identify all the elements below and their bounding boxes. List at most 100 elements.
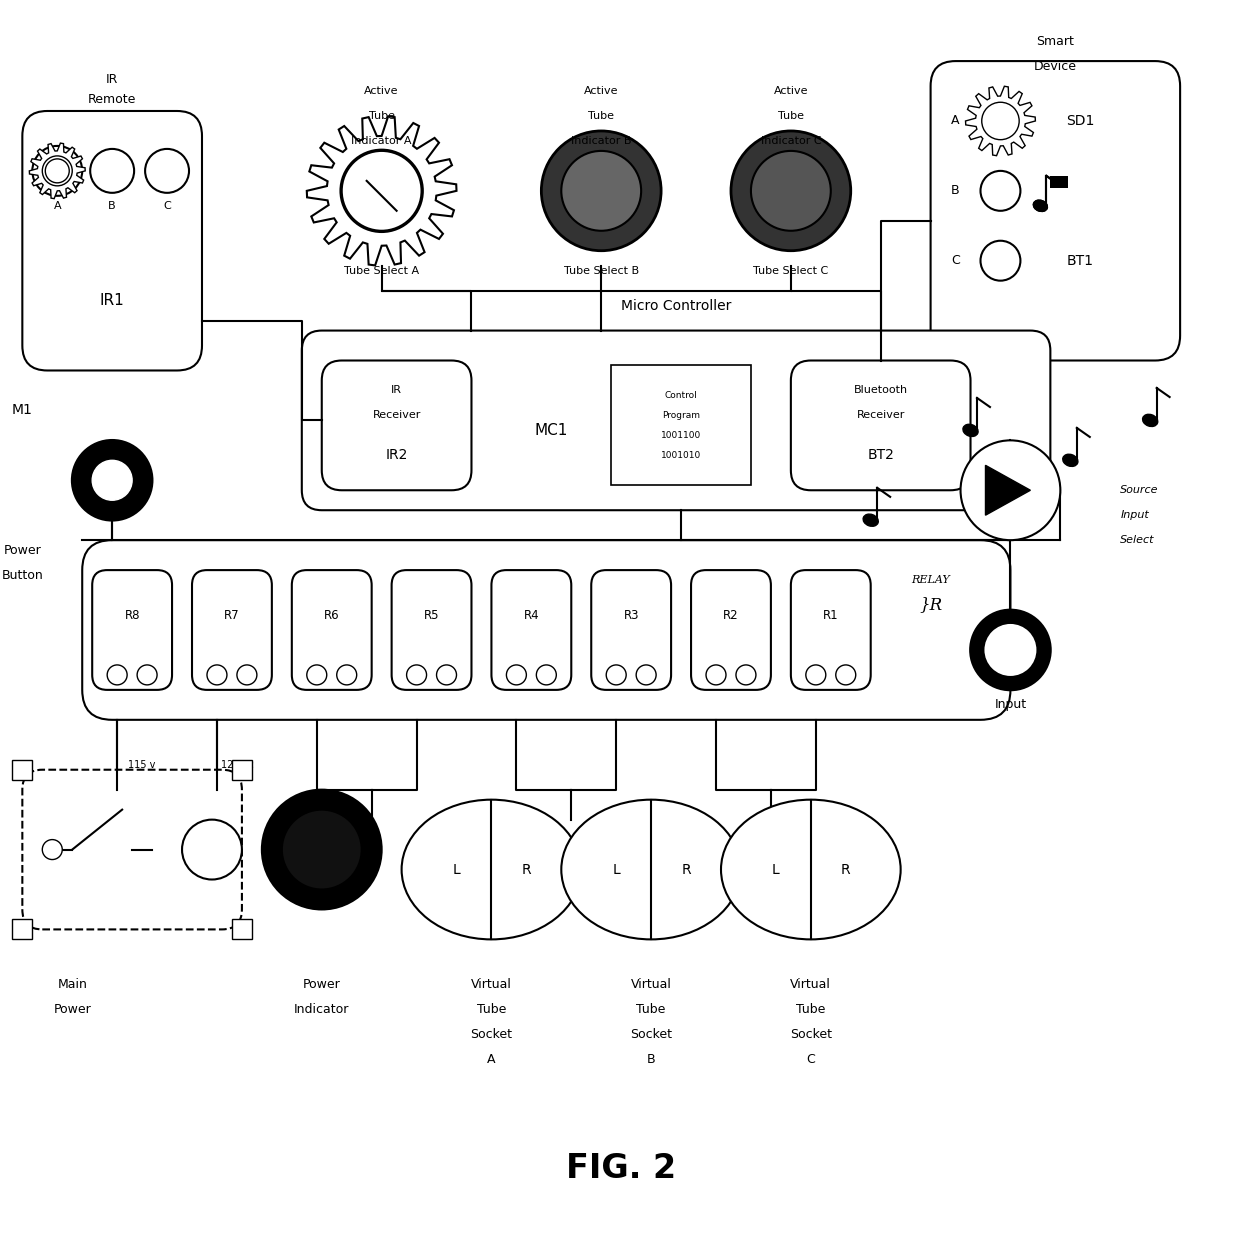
Circle shape (562, 151, 641, 231)
Text: C: C (164, 201, 171, 211)
Circle shape (506, 665, 526, 685)
Circle shape (107, 665, 128, 685)
Polygon shape (966, 86, 1035, 156)
Text: A: A (951, 115, 960, 128)
Text: Tube Select B: Tube Select B (564, 266, 639, 276)
Circle shape (961, 440, 1060, 540)
Text: Indicator B: Indicator B (570, 136, 631, 146)
Text: R6: R6 (324, 609, 340, 621)
Ellipse shape (562, 800, 742, 940)
Circle shape (836, 665, 856, 685)
Text: BT2: BT2 (867, 449, 894, 462)
Ellipse shape (1033, 200, 1048, 211)
Circle shape (32, 146, 82, 196)
Text: Tube: Tube (636, 1003, 666, 1016)
Circle shape (342, 151, 422, 231)
Text: Device: Device (1034, 60, 1076, 72)
Bar (12, 760, 32, 780)
FancyBboxPatch shape (791, 360, 971, 490)
Text: Indicator C: Indicator C (760, 136, 821, 146)
Text: Socket: Socket (470, 1028, 512, 1041)
Circle shape (982, 102, 1019, 140)
Circle shape (706, 665, 725, 685)
Text: Tube Select C: Tube Select C (753, 266, 828, 276)
Circle shape (42, 840, 62, 860)
Text: Receiver: Receiver (372, 410, 420, 420)
Circle shape (42, 156, 72, 186)
Circle shape (730, 131, 851, 251)
Text: R4: R4 (523, 609, 539, 621)
Text: R: R (841, 862, 851, 876)
Ellipse shape (1063, 454, 1078, 466)
Text: Main: Main (57, 978, 87, 991)
Text: B: B (108, 201, 117, 211)
Text: IR: IR (391, 385, 402, 395)
Text: Socket: Socket (790, 1028, 832, 1041)
Circle shape (606, 665, 626, 685)
Text: MC1: MC1 (534, 422, 568, 437)
Ellipse shape (1142, 414, 1158, 426)
Text: A: A (487, 1052, 496, 1066)
Circle shape (986, 625, 1035, 675)
Polygon shape (986, 465, 1030, 515)
FancyBboxPatch shape (392, 570, 471, 690)
Text: Active: Active (774, 86, 808, 96)
Ellipse shape (402, 800, 582, 940)
Text: Tube: Tube (368, 111, 394, 121)
Text: Virtual: Virtual (790, 978, 831, 991)
Text: A: A (53, 201, 61, 211)
Circle shape (72, 440, 153, 520)
Bar (1050, 176, 1069, 187)
Text: C: C (806, 1052, 815, 1066)
Circle shape (207, 665, 227, 685)
FancyBboxPatch shape (82, 540, 1011, 720)
Text: Micro Controller: Micro Controller (621, 299, 732, 312)
Polygon shape (306, 116, 456, 265)
Text: M1: M1 (12, 404, 32, 418)
Text: L: L (453, 862, 460, 876)
Text: Socket: Socket (630, 1028, 672, 1041)
FancyBboxPatch shape (321, 360, 471, 490)
Ellipse shape (963, 424, 978, 436)
Text: C: C (951, 254, 960, 268)
Circle shape (737, 665, 756, 685)
FancyBboxPatch shape (301, 330, 1050, 510)
Text: Smart: Smart (1037, 35, 1074, 48)
Text: Power: Power (53, 1003, 91, 1016)
Text: R: R (522, 862, 531, 876)
Circle shape (971, 610, 1050, 690)
Text: Program: Program (662, 411, 701, 420)
Circle shape (537, 665, 557, 685)
Text: B: B (951, 184, 960, 198)
Ellipse shape (1033, 200, 1048, 211)
Text: IR2: IR2 (386, 449, 408, 462)
Text: Receiver: Receiver (857, 410, 905, 420)
Text: RELAY: RELAY (911, 575, 950, 585)
Text: Tube Select A: Tube Select A (343, 266, 419, 276)
FancyBboxPatch shape (192, 570, 272, 690)
Text: Power: Power (303, 978, 341, 991)
Text: R7: R7 (224, 609, 239, 621)
Circle shape (182, 820, 242, 880)
Text: Input: Input (1120, 510, 1149, 520)
Circle shape (46, 159, 69, 182)
FancyBboxPatch shape (591, 570, 671, 690)
Circle shape (237, 665, 257, 685)
Text: Tube: Tube (777, 111, 804, 121)
Text: FIG. 2: FIG. 2 (567, 1152, 676, 1185)
Text: }R: }R (919, 596, 942, 614)
Text: Tube: Tube (796, 1003, 826, 1016)
Circle shape (262, 790, 382, 910)
Text: Indicator A: Indicator A (351, 136, 412, 146)
Circle shape (981, 171, 1021, 211)
Text: Bluetooth: Bluetooth (853, 385, 908, 395)
Circle shape (145, 149, 188, 192)
Text: Virtual: Virtual (471, 978, 512, 991)
Text: Input: Input (994, 699, 1027, 711)
Text: Active: Active (365, 86, 399, 96)
Text: Virtual: Virtual (631, 978, 672, 991)
Text: IR: IR (105, 72, 118, 86)
Circle shape (636, 665, 656, 685)
Bar (232, 760, 252, 780)
Circle shape (92, 460, 133, 500)
